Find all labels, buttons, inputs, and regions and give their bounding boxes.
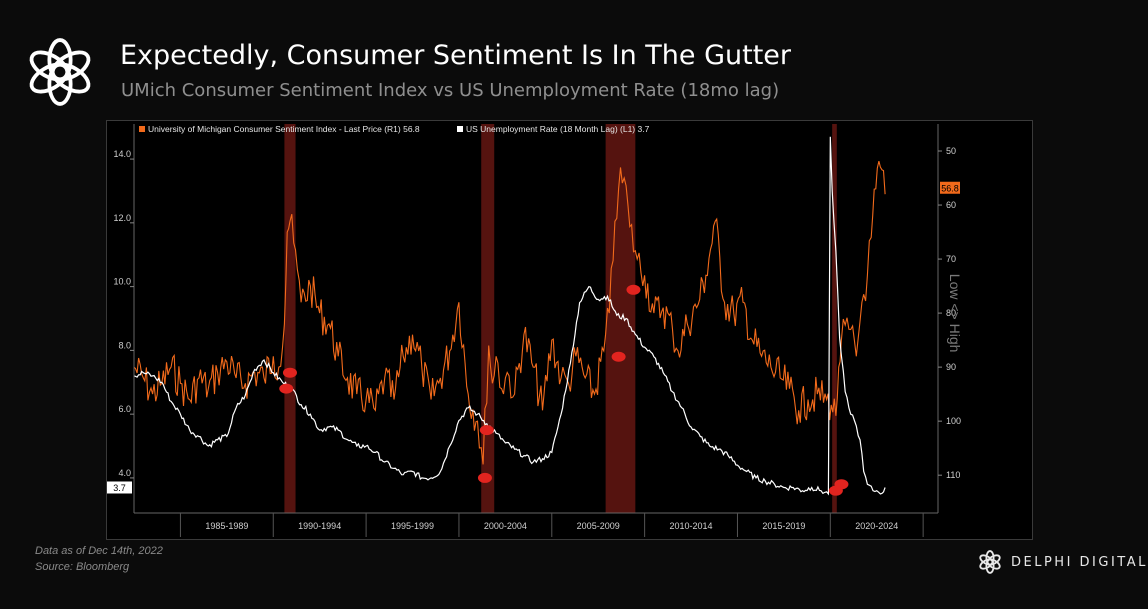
x-tick-label-6: 2015-2019 [762,521,805,531]
legend-swatch-unemployment [457,126,463,132]
right-tick-label-2: 70 [946,254,956,264]
unemployment-last-value-tag [107,481,132,494]
event-marker-2 [479,425,494,436]
x-tick-label-2: 1995-1999 [391,521,434,531]
x-tick-label-7: 2020-2024 [855,521,898,531]
event-marker-3 [477,472,492,483]
brand-block: DELPHI DIGITAL [977,549,1148,575]
source-note: Source: Bloomberg [35,561,130,573]
unemployment-series-line [133,136,886,496]
right-tick-label-4: 90 [946,362,956,372]
x-tick-label-5: 2010-2014 [670,521,713,531]
right-tick-label-1: 60 [946,200,956,210]
event-marker-4 [611,351,626,362]
page-title: Expectedly, Consumer Sentiment Is In The… [120,40,792,71]
delphi-brand-icon [979,550,1001,574]
x-tick-label-1: 1990-1994 [298,521,341,531]
left-tick-label-2: 8.0 [118,340,131,350]
legend-swatch-sentiment [139,126,145,132]
chart-panel: 4.0 6.0 8.0 10.0 12.0 14.0 50 60 70 80 90 100 110 Low… [106,120,1033,540]
sentiment-series-line [133,160,886,465]
x-tick-label-3: 2000-2004 [484,521,527,531]
right-axis-label: Low <> High [947,274,963,353]
sentiment-last-value-tag [940,181,960,194]
page-subtitle: UMich Consumer Sentiment Index vs US Une… [121,80,780,101]
x-tick-label-4: 2005-2009 [577,521,620,531]
event-marker-1 [282,367,297,378]
legend-label-unemployment: US Unemployment Rate (18 Month Lag) (L1)… [466,124,650,134]
left-tick-label-5: 14.0 [113,149,131,159]
right-tick-label-5: 100 [946,416,961,426]
left-tick-label-4: 12.0 [113,213,131,223]
data-date-note: Data as of Dec 14th, 2022 [35,545,163,557]
sentiment-last-value-label: 56.8 [941,183,959,193]
right-tick-label-6: 110 [946,470,960,480]
right-tick-label-0: 50 [946,146,956,156]
chart-svg: 4.0 6.0 8.0 10.0 12.0 14.0 50 60 70 80 90 100 110 Low… [107,124,963,537]
left-tick-label-1: 6.0 [118,404,131,414]
recession-band-0 [284,124,296,513]
left-tick-label-0: 4.0 [118,468,131,478]
delphi-logo-icon [29,38,91,106]
left-tick-label-3: 10.0 [113,277,131,287]
unemployment-last-value-label: 3.7 [113,483,126,493]
x-tick-label-0: 1985-1989 [205,521,248,531]
brand-name: DELPHI DIGITAL [1011,554,1148,570]
recession-band-3 [832,124,837,513]
event-marker-7 [834,479,849,490]
legend-label-sentiment: University of Michigan Consumer Sentimen… [148,124,420,134]
event-marker-0 [279,383,294,394]
event-marker-5 [626,284,641,295]
right-tick-label-3: 80 [946,308,956,318]
